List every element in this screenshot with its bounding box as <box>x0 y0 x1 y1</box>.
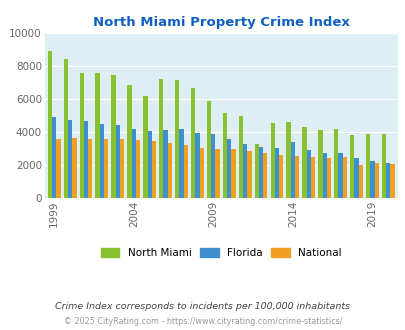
Bar <box>274 148 278 198</box>
Bar <box>151 141 156 198</box>
Bar <box>222 113 226 198</box>
Bar <box>52 117 56 198</box>
Bar <box>262 153 267 198</box>
Bar <box>115 124 120 198</box>
Bar <box>374 163 378 198</box>
Bar <box>72 138 77 198</box>
Bar <box>231 149 235 198</box>
Bar <box>226 139 231 198</box>
Bar <box>342 157 346 198</box>
Bar <box>381 134 385 198</box>
Bar <box>349 135 354 198</box>
Bar <box>84 121 88 198</box>
Bar <box>333 129 338 198</box>
Bar <box>175 80 179 198</box>
Bar <box>143 96 147 198</box>
Bar <box>322 152 326 198</box>
Bar <box>68 120 72 198</box>
Bar <box>190 88 195 198</box>
Bar <box>111 75 115 198</box>
Bar <box>183 145 188 198</box>
Bar <box>211 134 215 198</box>
Bar <box>159 79 163 198</box>
Bar <box>338 153 342 198</box>
Bar <box>199 148 203 198</box>
Title: North Miami Property Crime Index: North Miami Property Crime Index <box>93 16 349 29</box>
Bar <box>100 124 104 198</box>
Bar <box>64 59 68 198</box>
Text: Crime Index corresponds to incidents per 100,000 inhabitants: Crime Index corresponds to incidents per… <box>55 302 350 311</box>
Bar <box>131 129 136 198</box>
Bar <box>127 85 131 198</box>
Bar <box>254 144 258 198</box>
Bar <box>120 139 124 198</box>
Bar <box>302 127 306 198</box>
Bar <box>207 102 211 198</box>
Bar <box>326 157 330 198</box>
Bar <box>48 51 52 198</box>
Bar <box>56 139 60 198</box>
Bar <box>88 139 92 198</box>
Bar <box>286 122 290 198</box>
Bar <box>147 131 151 198</box>
Bar <box>390 164 394 198</box>
Legend: North Miami, Florida, National: North Miami, Florida, National <box>100 248 341 258</box>
Bar <box>247 151 251 198</box>
Bar <box>136 140 140 198</box>
Text: © 2025 CityRating.com - https://www.cityrating.com/crime-statistics/: © 2025 CityRating.com - https://www.city… <box>64 317 341 326</box>
Bar <box>195 133 199 198</box>
Bar <box>365 135 369 198</box>
Bar <box>179 129 183 198</box>
Bar <box>294 156 298 198</box>
Bar <box>95 73 100 198</box>
Bar <box>385 163 390 198</box>
Bar <box>354 157 358 198</box>
Bar <box>163 130 167 198</box>
Bar <box>242 144 247 198</box>
Bar <box>258 147 262 198</box>
Bar <box>278 155 283 198</box>
Bar <box>358 165 362 198</box>
Bar <box>369 161 374 198</box>
Bar <box>104 139 108 198</box>
Bar <box>318 129 322 198</box>
Bar <box>215 148 219 198</box>
Bar <box>290 142 294 198</box>
Bar <box>270 123 274 198</box>
Bar <box>310 157 314 198</box>
Bar <box>167 143 172 198</box>
Bar <box>79 73 84 198</box>
Bar <box>306 150 310 198</box>
Bar <box>238 116 242 198</box>
